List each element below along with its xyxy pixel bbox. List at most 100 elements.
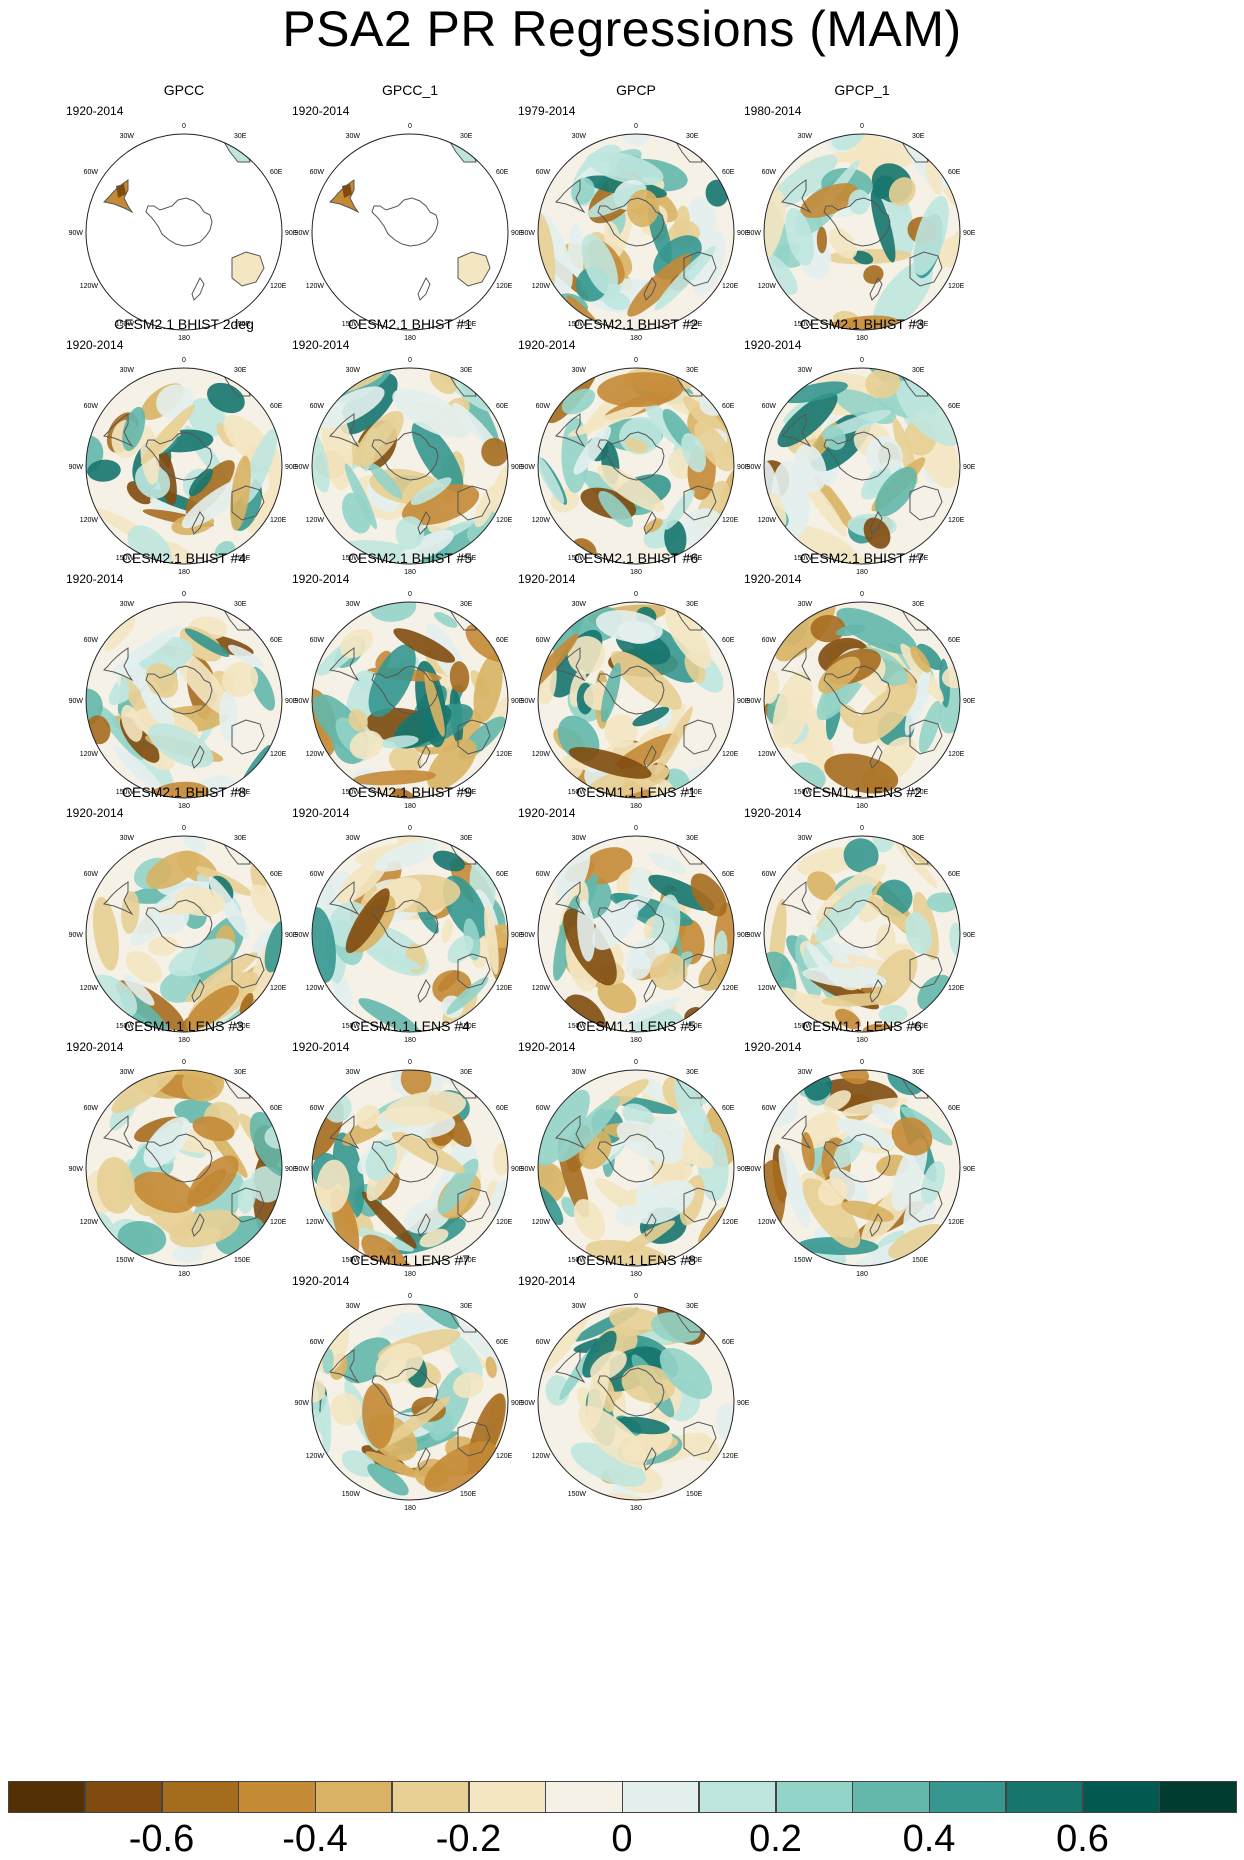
longitude-label: 150E — [460, 1491, 477, 1498]
colorbar-swatch — [622, 1781, 700, 1813]
anomaly-patch — [831, 134, 865, 151]
anomaly-patch — [904, 666, 931, 736]
map-boundary — [763, 367, 961, 565]
longitude-label: 0 — [182, 825, 186, 832]
longitude-label: 90W — [295, 932, 310, 939]
anomaly-patch — [481, 438, 508, 467]
longitude-label: 120E — [496, 1219, 513, 1226]
panel-period: 1920-2014 — [292, 1274, 350, 1288]
longitude-label: 90E — [511, 230, 524, 237]
polar-map: 0 30E 60E 90E 120E 150E 180 150W 120W 90W 60W 30W — [521, 591, 750, 810]
longitude-label: 30E — [234, 367, 247, 374]
coastline — [909, 1187, 943, 1223]
regression-field — [312, 602, 508, 798]
map-boundary — [537, 835, 735, 1033]
longitude-label: 90W — [295, 230, 310, 237]
map-boundary — [85, 367, 283, 565]
longitude-label: 90W — [747, 230, 762, 237]
anomaly-patch — [823, 1090, 851, 1112]
longitude-label: 120E — [270, 1219, 287, 1226]
anomaly-patch — [888, 1224, 945, 1259]
panel-period: 1920-2014 — [292, 1040, 350, 1054]
longitude-label: 180 — [856, 335, 868, 342]
anomaly-patch — [821, 993, 899, 1007]
anomaly-patch — [146, 781, 210, 798]
anomaly-patch — [649, 952, 688, 991]
anomaly-patch — [361, 1234, 408, 1266]
coastline — [102, 179, 134, 214]
anomaly-patch — [145, 850, 200, 889]
longitude-label: 30W — [572, 133, 587, 140]
colorbar-swatch — [84, 1781, 162, 1813]
panel-period: 1920-2014 — [292, 104, 350, 118]
polar-map: 0 30E 60E 90E 120E 150E 180 150W 120W 90W 60W 30W — [295, 825, 524, 1044]
regression-field — [312, 1070, 508, 1266]
longitude-label: 0 — [182, 1059, 186, 1066]
anomaly-patch — [774, 602, 836, 662]
longitude-label: 150W — [342, 1491, 361, 1498]
regression-field — [764, 836, 960, 1032]
longitude-label: 90E — [737, 698, 750, 705]
longitude-label: 0 — [860, 825, 864, 832]
anomaly-patch — [391, 1131, 465, 1174]
anomaly-patch — [361, 1191, 417, 1249]
longitude-label: 90E — [285, 1166, 298, 1173]
anomaly-patch — [605, 221, 620, 245]
longitude-label: 90W — [521, 1166, 536, 1173]
longitude-label: 30E — [460, 1069, 473, 1076]
map-panel: CESM1.1 LENS #6 0 30E 60E 90E 120E 150E 180 150W… — [732, 1018, 992, 1293]
anomaly-patch — [867, 467, 891, 493]
colorbar-swatch — [929, 1781, 1007, 1813]
longitude-label: 30E — [686, 1303, 699, 1310]
longitude-label: 90E — [963, 698, 976, 705]
longitude-label: 60W — [310, 871, 325, 878]
figure-title: PSA2 PR Regressions (MAM) — [282, 1, 962, 57]
coastline — [417, 511, 431, 535]
longitude-label: 120W — [80, 1219, 99, 1226]
panel-period: 1920-2014 — [518, 1040, 576, 1054]
longitude-label: 60E — [722, 1339, 735, 1346]
colorbar-swatch — [545, 1781, 623, 1813]
polar-map: 0 30E 60E 90E 120E 150E 180 150W 120W 90W 60W 30W — [747, 357, 976, 576]
panel-period: 1920-2014 — [66, 572, 124, 586]
anomaly-patch — [621, 134, 650, 146]
map-boundary — [537, 1069, 735, 1267]
coastline — [683, 953, 717, 989]
anomaly-patch — [174, 886, 226, 917]
longitude-label: 0 — [408, 123, 412, 130]
longitude-label: 90W — [69, 464, 84, 471]
anomaly-patch — [230, 455, 251, 531]
panel-title: CESM1.1 LENS #7 — [350, 1252, 470, 1268]
longitude-label: 120E — [270, 517, 287, 524]
longitude-label: 60W — [762, 169, 777, 176]
coastline — [823, 899, 891, 949]
coastline — [457, 1421, 491, 1457]
panel-period: 1920-2014 — [66, 104, 124, 118]
coastline — [683, 719, 717, 755]
longitude-label: 30W — [346, 1069, 361, 1076]
longitude-label: 120W — [306, 751, 325, 758]
longitude-label: 150E — [234, 321, 251, 328]
longitude-label: 60W — [536, 1105, 551, 1112]
anomaly-patch — [473, 654, 503, 723]
anomaly-patch — [590, 1350, 627, 1381]
anomaly-patch — [625, 438, 648, 454]
anomaly-patch — [778, 1147, 811, 1229]
longitude-label: 180 — [630, 1271, 642, 1278]
longitude-label: 0 — [408, 1059, 412, 1066]
longitude-label: 30W — [798, 133, 813, 140]
coastline — [417, 1213, 431, 1237]
regression-field — [764, 1070, 960, 1266]
panel-title: GPCC — [163, 82, 205, 98]
longitude-label: 120W — [758, 517, 777, 524]
anomaly-patch — [168, 938, 236, 977]
longitude-label: 120W — [532, 1453, 551, 1460]
anomaly-patch — [664, 489, 695, 530]
coastline — [328, 413, 360, 448]
longitude-label: 150W — [794, 789, 813, 796]
anomaly-patch — [184, 628, 230, 657]
map-boundary — [537, 133, 735, 331]
colorbar-swatch — [1005, 1781, 1083, 1813]
polar-map: 0 30E 60E 90E 120E 150E 180 150W 120W 90W 60W 30W — [295, 357, 524, 576]
anomaly-patch — [207, 382, 245, 414]
